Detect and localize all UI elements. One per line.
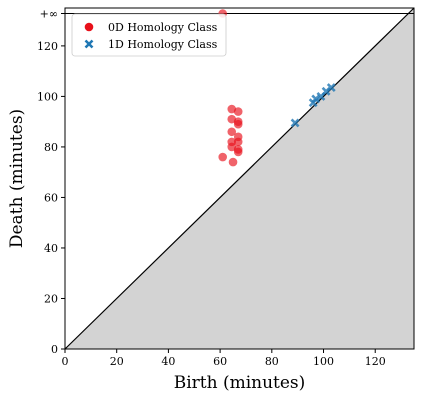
series-0-point-13 <box>218 152 227 162</box>
y-tick-label-4: 80 <box>44 141 58 154</box>
legend-label-0: 0D Homology Class <box>108 21 218 34</box>
series-0-point-1 <box>227 104 237 114</box>
legend-box <box>71 13 227 57</box>
legend-label-1: 1D Homology Class <box>108 38 218 51</box>
series-0-point-6 <box>227 127 237 137</box>
y-axis-label: Death (minutes) <box>7 109 27 248</box>
series-0-point-14 <box>228 157 238 167</box>
x-tick-label-0: 0 <box>62 355 69 368</box>
data-points <box>218 9 336 167</box>
x-tick-label-5: 100 <box>313 355 334 368</box>
y-tick-label-6: 120 <box>37 40 58 53</box>
legend-marker-0 <box>84 22 94 32</box>
axes: 0 20 40 60 80 100 120 0 20 40 60 80 100 120 +∞ <box>37 7 415 368</box>
y-tick-label-infinity: +∞ <box>40 8 58 21</box>
x-tick-label-6: 120 <box>365 355 386 368</box>
y-tick-label-1: 20 <box>44 292 58 305</box>
legend: 0D Homology Class 1D Homology Class <box>71 13 227 57</box>
x-axis-label: Birth (minutes) <box>174 373 306 393</box>
series-0-point-10 <box>227 142 237 152</box>
x-tick-label-1: 20 <box>110 355 124 368</box>
series-0-point-3 <box>227 114 237 124</box>
y-tick-label-5: 100 <box>37 90 58 103</box>
diagonal-line <box>64 7 415 350</box>
x-tick-label-3: 60 <box>213 355 227 368</box>
series-1-point-2 <box>311 94 321 104</box>
series-1-point-0 <box>290 118 300 128</box>
series-0-point-2 <box>233 107 243 116</box>
series-0-point-12 <box>233 147 243 157</box>
x-tick-label-4: 80 <box>265 355 279 368</box>
series-0-point-9 <box>233 137 243 147</box>
legend-marker-1 <box>84 39 94 49</box>
y-tick-label-2: 40 <box>44 242 58 255</box>
y-tick-label-0: 0 <box>51 343 58 356</box>
series-1-point-5 <box>326 83 336 92</box>
series-0-point-5 <box>233 119 243 129</box>
y-tick-label-3: 60 <box>44 191 58 204</box>
axes-frame <box>64 7 415 350</box>
x-tick-label-2: 40 <box>161 355 175 368</box>
